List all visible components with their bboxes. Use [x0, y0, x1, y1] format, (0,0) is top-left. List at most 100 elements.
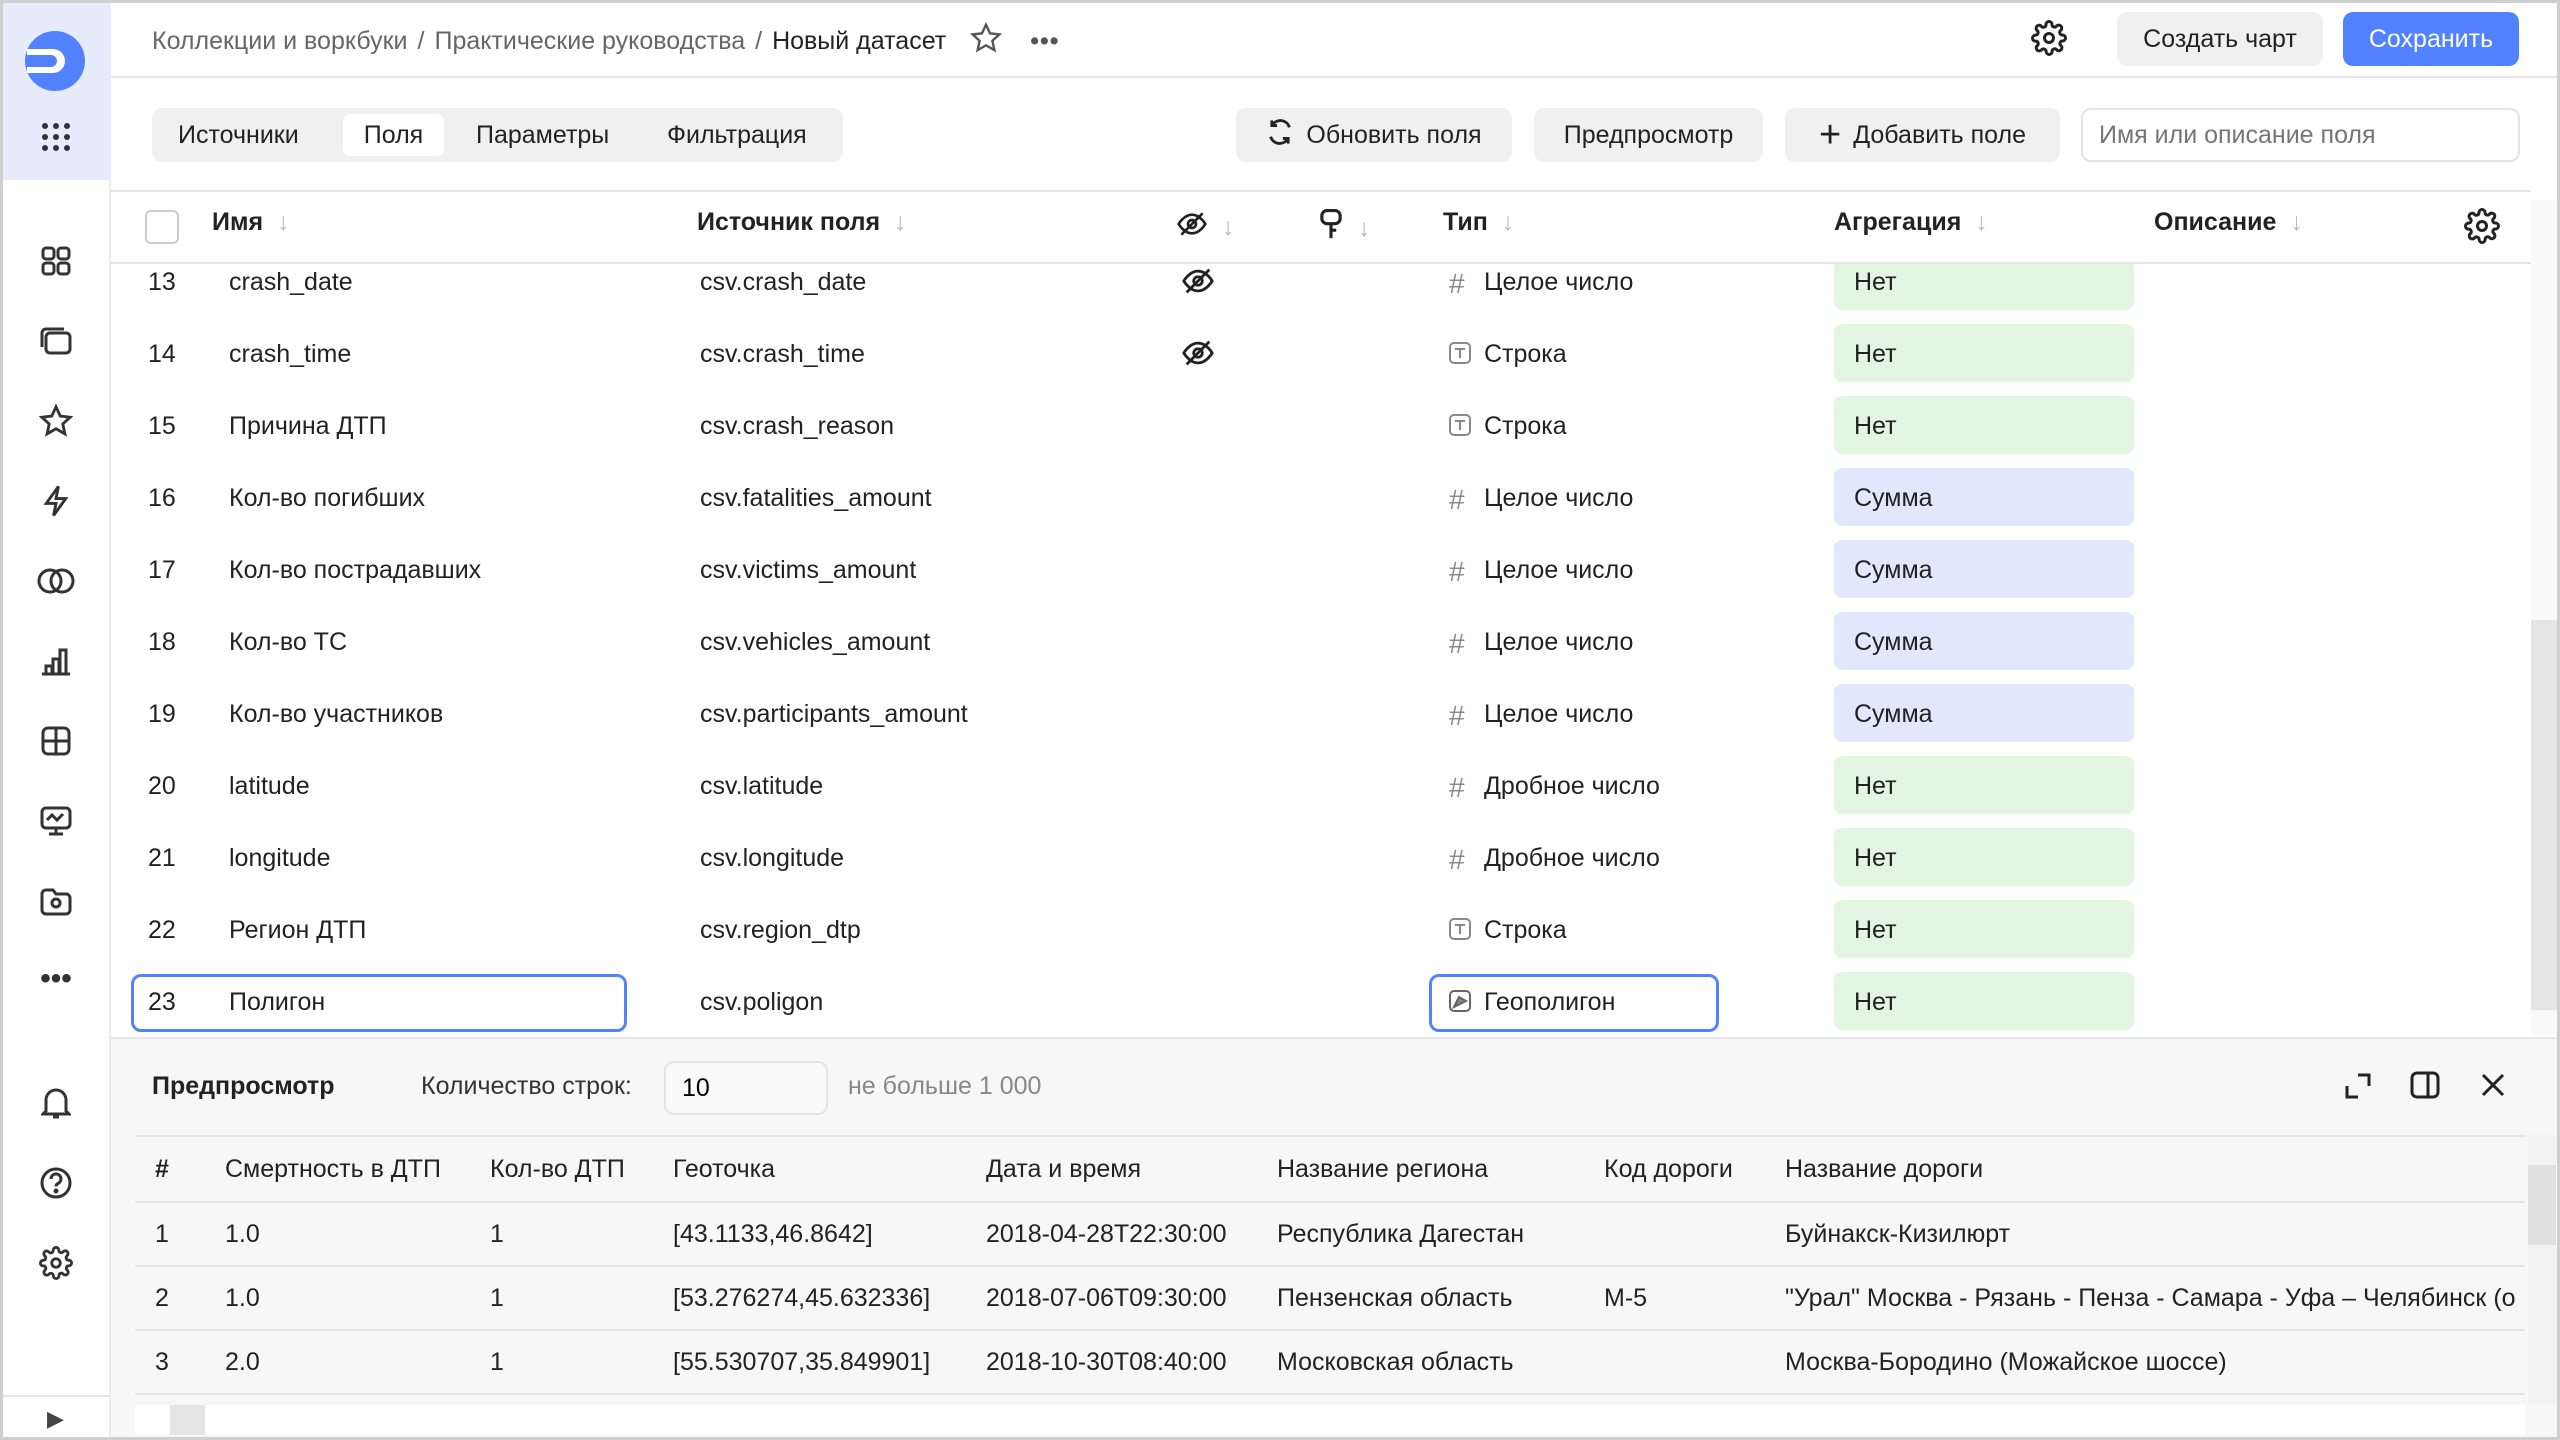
breadcrumb-guides[interactable]: Практические руководства [434, 27, 746, 55]
close-preview-icon[interactable] [2480, 1072, 2506, 1105]
field-name[interactable]: crash_time [229, 340, 352, 368]
field-row[interactable]: 21 longitude csv.longitude # Дробное число Не… [111, 822, 2531, 894]
field-name[interactable]: latitude [229, 772, 310, 800]
breadcrumb-collections[interactable]: Коллекции и воркбуки [152, 27, 408, 55]
name-cell-focus[interactable] [131, 974, 627, 1032]
preview-button[interactable]: Предпросмотр [1534, 108, 1763, 162]
rows-count-input[interactable] [664, 1061, 828, 1115]
field-source[interactable]: csv.poligon [700, 988, 824, 1016]
field-source[interactable]: csv.vehicles_amount [700, 628, 931, 656]
refresh-fields-button[interactable]: Обновить поля [1236, 108, 1512, 162]
logo-icon[interactable] [22, 28, 88, 94]
field-name[interactable]: Кол-во ТС [229, 628, 348, 656]
field-name[interactable]: Причина ДТП [229, 412, 387, 440]
table-settings-icon[interactable] [2464, 208, 2500, 251]
favorite-star-icon[interactable] [970, 21, 1003, 61]
tab-filtering[interactable]: Фильтрация [667, 121, 807, 149]
connections-icon[interactable] [35, 560, 77, 602]
tab-fields[interactable]: Поля [343, 114, 444, 156]
field-type[interactable]: Целое число [1484, 700, 1634, 728]
collections-icon[interactable] [35, 320, 77, 362]
field-type[interactable]: Строка [1484, 340, 1567, 368]
field-row[interactable]: 22 Регион ДТП csv.region_dtp Строка Нет [111, 894, 2531, 966]
dataset-settings-icon[interactable] [2031, 20, 2067, 63]
field-type[interactable]: Целое число [1484, 628, 1634, 656]
field-row[interactable]: 13 crash_date csv.crash_date # Целое число Не… [111, 264, 2531, 318]
field-type[interactable]: Целое число [1484, 556, 1634, 584]
dashboard-tiles-icon[interactable] [35, 240, 77, 282]
save-button[interactable]: Сохранить [2343, 12, 2519, 66]
field-name[interactable]: Кол-во погибших [229, 484, 426, 512]
aggregation-select[interactable]: Сумма [1834, 540, 2134, 598]
field-type[interactable]: Строка [1484, 916, 1567, 944]
aggregation-select[interactable]: Нет [1834, 900, 2134, 958]
field-name[interactable]: Полигон [229, 988, 326, 1016]
dashboards-monitor-icon[interactable] [35, 800, 77, 842]
field-type[interactable]: Дробное число [1484, 844, 1660, 872]
more-icon[interactable]: ••• [40, 962, 72, 995]
aggregation-select[interactable]: Сумма [1834, 612, 2134, 670]
bell-icon[interactable] [35, 1082, 77, 1124]
field-source[interactable]: csv.participants_amount [700, 700, 968, 728]
field-type[interactable]: Строка [1484, 412, 1567, 440]
add-field-button[interactable]: + Добавить поле [1785, 108, 2060, 162]
field-name[interactable]: crash_date [229, 268, 353, 296]
field-source[interactable]: csv.victims_amount [700, 556, 917, 584]
field-search-input[interactable] [2081, 108, 2520, 162]
field-row[interactable]: 23 Полигон csv.poligon Геополигон Нет [111, 966, 2531, 1037]
field-row[interactable]: 18 Кол-во ТС csv.vehicles_amount # Целое чис… [111, 606, 2531, 678]
column-name[interactable]: Имя ↓ [212, 208, 290, 237]
hidden-eye-crossed-icon[interactable] [1181, 336, 1215, 377]
aggregation-select[interactable]: Нет [1834, 264, 2134, 310]
aggregation-select[interactable]: Нет [1834, 972, 2134, 1030]
field-source[interactable]: csv.latitude [700, 772, 824, 800]
field-row[interactable]: 19 Кол-во участников csv.participants_amou… [111, 678, 2531, 750]
fields-scrollbar[interactable] [2531, 200, 2557, 1035]
field-type[interactable]: Дробное число [1484, 772, 1660, 800]
star-icon[interactable] [35, 400, 77, 442]
field-type[interactable]: Геополигон [1484, 988, 1616, 1016]
preview-horizontal-scrollbar[interactable] [135, 1405, 2525, 1435]
field-type[interactable]: Целое число [1484, 484, 1634, 512]
field-source[interactable]: csv.fatalities_amount [700, 484, 932, 512]
fullscreen-icon[interactable] [2344, 1072, 2372, 1107]
field-row[interactable]: 17 Кол-во пострадавших csv.victims_amount #… [111, 534, 2531, 606]
field-name[interactable]: Кол-во пострадавших [229, 556, 482, 584]
expand-sidebar-icon[interactable]: ▶ [0, 1395, 111, 1440]
column-hidden[interactable]: ↓ [1176, 208, 1235, 247]
aggregation-select[interactable]: Нет [1834, 396, 2134, 454]
tab-sources[interactable]: Источники [178, 121, 299, 149]
field-row[interactable]: 16 Кол-во погибших csv.fatalities_amount # Ц… [111, 462, 2531, 534]
settings-gear-icon[interactable] [35, 1242, 77, 1284]
column-type[interactable]: Тип ↓ [1443, 208, 1514, 237]
select-all-checkbox[interactable] [145, 210, 179, 244]
column-key[interactable]: ↓ [1318, 208, 1371, 249]
field-source[interactable]: csv.longitude [700, 844, 845, 872]
create-chart-button[interactable]: Создать чарт [2117, 12, 2323, 66]
type-cell-focus[interactable] [1429, 974, 1719, 1032]
preview-vertical-scrollbar[interactable] [2528, 1135, 2556, 1403]
datasets-icon[interactable] [35, 720, 77, 762]
field-name[interactable]: Регион ДТП [229, 916, 367, 944]
lightning-icon[interactable] [35, 480, 77, 522]
aggregation-select[interactable]: Сумма [1834, 684, 2134, 742]
field-name[interactable]: Кол-во участников [229, 700, 444, 728]
hidden-eye-crossed-icon[interactable] [1181, 264, 1215, 305]
aggregation-select[interactable]: Нет [1834, 324, 2134, 382]
more-options-icon[interactable]: ••• [1030, 27, 1060, 55]
folder-icon[interactable] [35, 880, 77, 922]
tab-parameters[interactable]: Параметры [476, 121, 610, 149]
help-icon[interactable] [35, 1162, 77, 1204]
field-source[interactable]: csv.crash_time [700, 340, 865, 368]
aggregation-select[interactable]: Нет [1834, 756, 2134, 814]
column-description[interactable]: Описание ↓ [2154, 208, 2303, 237]
aggregation-select[interactable]: Сумма [1834, 468, 2134, 526]
panel-layout-icon[interactable] [2410, 1070, 2440, 1107]
field-source[interactable]: csv.crash_date [700, 268, 867, 296]
field-name[interactable]: longitude [229, 844, 331, 872]
field-source[interactable]: csv.region_dtp [700, 916, 861, 944]
apps-grid-icon[interactable] [35, 116, 77, 158]
column-source[interactable]: Источник поля ↓ [697, 208, 907, 237]
field-row[interactable]: 20 latitude csv.latitude # Дробное число Нет [111, 750, 2531, 822]
aggregation-select[interactable]: Нет [1834, 828, 2134, 886]
